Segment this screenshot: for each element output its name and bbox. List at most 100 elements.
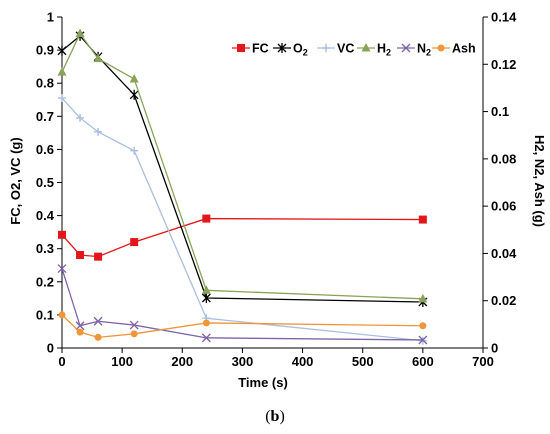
series-vc [58, 94, 427, 345]
x-tick-label: 100 [111, 354, 133, 369]
caption-letter: b [270, 408, 280, 425]
point-n2 [418, 335, 428, 345]
y-left-tick-label: 0.1 [36, 307, 54, 322]
legend-label-h2: H2 [377, 42, 391, 58]
legend-marker-n2 [401, 43, 411, 53]
y-left-tick-label: 0.4 [36, 208, 55, 223]
point-o2 [129, 89, 139, 100]
series-layer [57, 28, 428, 345]
point-o2 [57, 45, 67, 56]
legend-subscript: 2 [426, 48, 431, 58]
x-tick-label: 600 [412, 354, 434, 369]
point-fc [76, 250, 85, 259]
legend-subscript: 2 [386, 48, 391, 58]
y-right-tick-label: 0.12 [491, 57, 516, 72]
series-h2 [57, 28, 428, 303]
point-n2 [201, 333, 211, 343]
series-line-n2 [61, 268, 423, 341]
legend-item-ash: Ash [432, 42, 476, 56]
legend-marker-o2 [277, 43, 287, 53]
y-right-tick-label: 0.04 [491, 246, 517, 261]
y-left-tick-label: 0 [47, 341, 54, 356]
x-tick-label: 400 [292, 354, 314, 369]
series-line-o2 [61, 34, 423, 303]
y-right-tick-label: 0 [491, 341, 498, 356]
y-left-tick-label: 0.9 [36, 43, 54, 58]
series-line-vc [61, 97, 423, 342]
legend-item-n2: N2 [397, 42, 431, 58]
legend-item-vc: VC [317, 42, 354, 56]
series-line-h2 [61, 32, 423, 300]
point-h2 [418, 293, 428, 303]
y-left-tick-label: 0.6 [36, 142, 54, 157]
point-o2 [201, 293, 211, 304]
point-ash [202, 319, 210, 327]
y-left-tick-label: 0.2 [36, 274, 54, 289]
y-left-tick-label: 1 [47, 10, 54, 25]
point-ash [76, 328, 84, 336]
point-h2 [93, 53, 103, 63]
legend-subscript: 2 [303, 48, 308, 58]
y-right-tick-label: 0.06 [491, 199, 516, 214]
legend-marker-ash [437, 44, 445, 52]
series-n2 [57, 264, 428, 345]
y-left-tick-label: 0.3 [36, 241, 54, 256]
x-tick-label: 500 [352, 354, 374, 369]
legend-marker-fc [237, 44, 245, 52]
legend-label-ash: Ash [452, 42, 476, 56]
point-ash [58, 311, 66, 319]
point-ash [130, 330, 138, 338]
point-n2 [129, 320, 139, 330]
caption-close: ) [279, 408, 285, 425]
point-vc [130, 146, 139, 155]
y-axis-left-title: FC, O2, VC (g) [8, 137, 23, 224]
y-right-tick-label: 0.02 [491, 293, 516, 308]
legend-item-h2: H2 [357, 42, 391, 58]
legend-item-fc: FC [232, 42, 269, 56]
series-line-ash [61, 314, 423, 339]
figure-caption: (b) [0, 408, 550, 426]
legend-label-o2: O2 [293, 42, 308, 58]
legend-label-n2: N2 [417, 42, 431, 58]
y-left-tick-label: 0.7 [36, 109, 54, 124]
point-vc [58, 94, 66, 103]
point-fc [94, 252, 103, 261]
y-right-tick-label: 0.14 [491, 10, 517, 25]
axes: 0 100 200 300 400 500 600 70000.10.20.30.40.50.… [36, 10, 517, 370]
line-chart: 0 100 200 300 400 500 600 70000.10.20.30.40.50.… [8, 10, 547, 391]
point-vc [76, 113, 85, 122]
legend-marker-vc [322, 44, 330, 52]
series-fc [58, 214, 427, 261]
legend-marker-h2 [361, 43, 371, 52]
point-h2 [57, 67, 67, 76]
point-fc [202, 214, 211, 223]
series-line-fc [61, 217, 423, 258]
x-tick-label: 0 [58, 354, 65, 369]
point-fc [130, 238, 139, 247]
x-tick-label: 300 [232, 354, 254, 369]
point-n2 [57, 264, 67, 274]
point-vc [94, 127, 103, 136]
caption-open: ( [265, 408, 271, 425]
point-h2 [201, 285, 211, 294]
y-right-tick-label: 0.08 [491, 151, 516, 166]
series-o2 [57, 30, 428, 307]
legend-label-fc: FC [252, 42, 269, 56]
y-right-tick-label: 0.1 [491, 104, 509, 119]
y-left-tick-label: 0.8 [36, 76, 54, 91]
point-ash [94, 333, 102, 341]
legend-item-o2: O2 [273, 42, 308, 58]
point-h2 [75, 28, 85, 38]
point-fc [58, 230, 66, 239]
point-n2 [93, 316, 103, 326]
point-n2 [75, 321, 85, 331]
x-tick-label: 700 [472, 354, 494, 369]
x-tick-label: 200 [171, 354, 193, 369]
point-h2 [129, 73, 139, 83]
y-left-tick-label: 0.5 [36, 175, 54, 190]
x-axis-title: Time (s) [238, 375, 288, 390]
y-axis-right-title: H2, N2, Ash (g) [532, 135, 547, 227]
point-fc [418, 215, 427, 224]
legend: FC O2 VC H2 N2 Ash [232, 42, 476, 58]
point-ash [419, 322, 427, 330]
